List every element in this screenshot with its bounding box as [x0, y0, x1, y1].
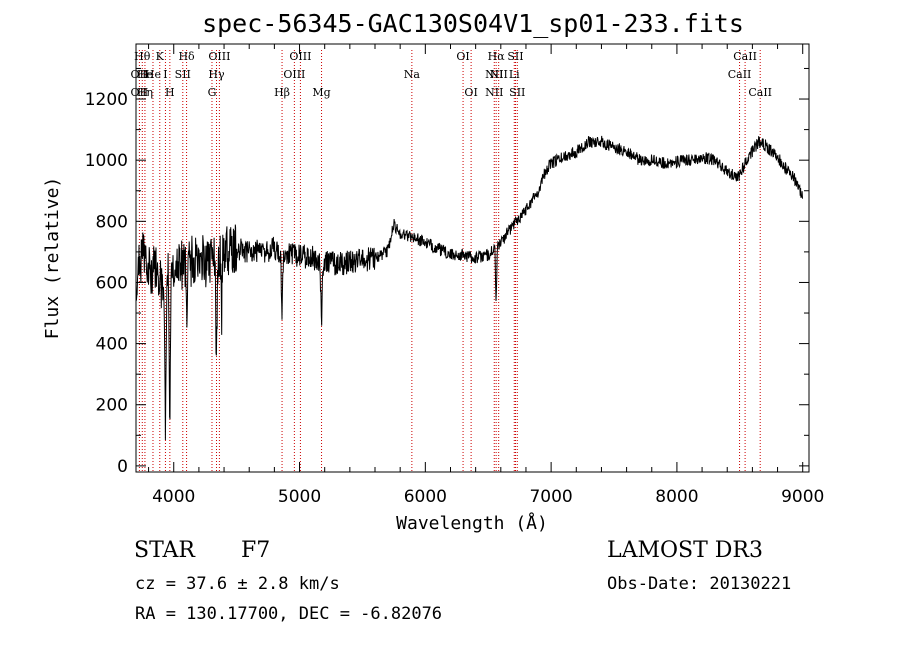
- y-tick-label: 0: [117, 457, 128, 477]
- spectral-subclass: F7: [241, 538, 271, 563]
- line-marker-label: OI: [464, 86, 477, 99]
- object-class: STAR: [134, 538, 195, 563]
- y-tick-label: 800: [96, 212, 128, 232]
- x-tick-label: 9000: [781, 487, 824, 507]
- line-marker-label: OIII: [289, 50, 311, 63]
- line-marker-label: OIII: [208, 50, 230, 63]
- y-tick-label: 1200: [85, 90, 128, 110]
- y-tick-label: 200: [96, 396, 128, 416]
- x-tick-label: 4000: [152, 487, 195, 507]
- x-axis-label: Wavelength (Å): [396, 512, 548, 534]
- y-tick-label: 400: [96, 335, 128, 355]
- line-marker-label: OI: [456, 50, 469, 63]
- line-marker-label: OII: [131, 86, 149, 99]
- y-tick-label: 1000: [85, 151, 128, 171]
- line-marker-label: Na: [404, 68, 421, 81]
- line-marker-label: I: [163, 68, 167, 81]
- line-marker-label: G: [208, 86, 217, 99]
- line-marker-label: SII: [509, 86, 525, 99]
- survey-name: LAMOST DR3: [607, 538, 763, 563]
- x-tick-label: 5000: [278, 487, 321, 507]
- line-marker-label: He: [137, 68, 153, 81]
- line-marker-label: Hδ: [178, 50, 195, 63]
- coordinates-info: RA = 130.17700, DEC = -6.82076: [135, 604, 443, 624]
- line-marker-label: OII: [131, 68, 149, 81]
- line-marker-labels: OIIOIIHθHeHηHeKIHSIIHδGHγOIIIHβOIIIOIIIM…: [131, 50, 772, 99]
- line-marker-label: Mg: [312, 86, 330, 99]
- line-marker-label: CaII: [748, 86, 772, 99]
- redshift-info: cz = 37.6 ± 2.8 km/s: [135, 574, 340, 594]
- y-axis-label: Flux (relative): [42, 177, 63, 340]
- line-marker-label: He: [145, 68, 161, 81]
- x-axis-ticks: 4000 5000 6000 7000 8000 9000: [148, 44, 824, 507]
- y-tick-label: 600: [96, 273, 128, 293]
- x-tick-label: 6000: [404, 487, 447, 507]
- line-marker-label: Hθ: [134, 50, 151, 63]
- chart-title: spec-56345-GAC130S04V1_sp01-233.fits: [202, 9, 744, 38]
- line-marker-label: H: [165, 86, 175, 99]
- line-marker-label: NII: [485, 86, 503, 99]
- x-tick-label: 7000: [529, 487, 572, 507]
- line-marker-label: Hα: [488, 50, 506, 63]
- line-marker-label: Hγ: [208, 68, 225, 81]
- line-marker-label: Li: [509, 68, 520, 81]
- x-tick-label: 8000: [655, 487, 698, 507]
- line-marker-label: SII: [507, 50, 523, 63]
- line-marker-label: K: [156, 50, 165, 63]
- y-axis-ticks: 0 200 400 600 800 1000 1200: [85, 67, 809, 477]
- observation-date: Obs-Date: 20130221: [607, 574, 792, 594]
- line-marker-label: NII: [485, 68, 503, 81]
- spectrum-line: [135, 135, 803, 441]
- line-marker-label: SII: [175, 68, 191, 81]
- line-marker-label: CaII: [733, 50, 757, 63]
- line-marker-label: OIII: [283, 68, 305, 81]
- line-marker-label: NII: [490, 68, 508, 81]
- line-marker-label: Hβ: [274, 86, 290, 99]
- line-marker-label: Hη: [137, 86, 153, 99]
- line-marker-label: CaII: [728, 68, 752, 81]
- plot-frame: [135, 43, 810, 473]
